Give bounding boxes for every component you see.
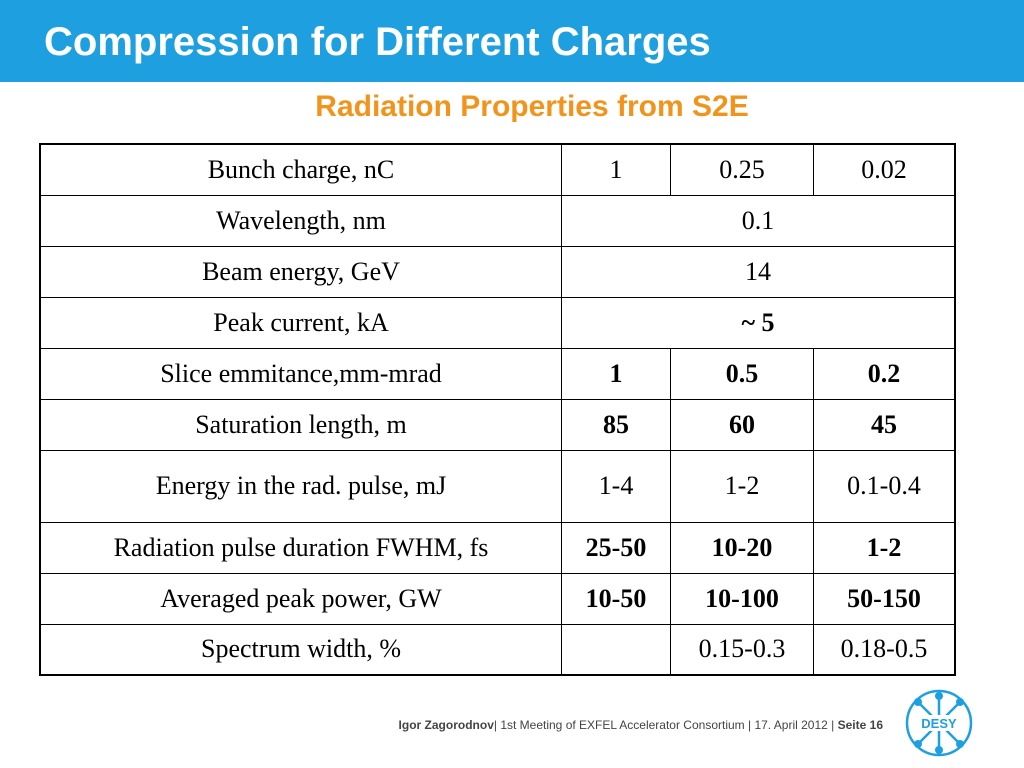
- table-row: Spectrum width, % 0.15-0.3 0.18-0.5: [39, 623, 956, 676]
- table-cell: 45: [813, 398, 956, 451]
- table-cell: 85: [561, 398, 671, 451]
- slide-title: Compression for Different Charges: [44, 20, 711, 64]
- title-bar: [0, 0, 1024, 82]
- row-label: Radiation pulse duration FWHM, fs: [39, 521, 562, 574]
- table-cell: 60: [670, 398, 814, 451]
- footer-author: Igor Zagorodnov: [398, 718, 494, 732]
- table-cell: 1-4: [561, 449, 671, 523]
- table-cell: 1-2: [813, 521, 956, 574]
- table-cell-empty: [561, 623, 671, 676]
- footer-page: Seite 16: [837, 718, 883, 732]
- row-label: Energy in the rad. pulse, mJ: [39, 449, 562, 523]
- table-cell: 0.02: [813, 143, 956, 196]
- table-cell: 1: [561, 143, 671, 196]
- table-cell: 0.2: [813, 347, 956, 400]
- logo-text: DESY: [921, 716, 957, 731]
- table-cell: 50-150: [813, 572, 956, 625]
- table-cell: 10-50: [561, 572, 671, 625]
- table-row: Averaged peak power, GW 10-50 10-100 50-…: [39, 572, 956, 625]
- table-cell-merged: ~ 5: [561, 296, 956, 349]
- row-label: Slice emmitance,mm-mrad: [39, 347, 562, 400]
- table-cell: 0.25: [670, 143, 814, 196]
- table-cell: 0.15-0.3: [670, 623, 814, 676]
- table-row: Peak current, kA ~ 5: [39, 296, 956, 349]
- table-row: Beam energy, GeV 14: [39, 245, 956, 298]
- table-row: Saturation length, m 85 60 45: [39, 398, 956, 451]
- table-row: Slice emmitance,mm-mrad 1 0.5 0.2: [39, 347, 956, 400]
- row-label: Spectrum width, %: [39, 623, 562, 676]
- table-cell: 10-100: [670, 572, 814, 625]
- table-cell: 0.1-0.4: [813, 449, 956, 523]
- table-row: Bunch charge, nC 1 0.25 0.02: [39, 143, 956, 196]
- table-cell: 1-2: [670, 449, 814, 523]
- table-cell-merged: 14: [561, 245, 956, 298]
- radiation-properties-table: Bunch charge, nC 1 0.25 0.02 Wavelength,…: [39, 143, 956, 676]
- slide-subtitle: Radiation Properties from S2E: [315, 90, 749, 123]
- row-label: Bunch charge, nC: [39, 143, 562, 196]
- table-cell: 25-50: [561, 521, 671, 574]
- table-cell: 10-20: [670, 521, 814, 574]
- footer: Igor Zagorodnov| 1st Meeting of EXFEL Ac…: [0, 718, 883, 732]
- footer-meeting: | 1st Meeting of EXFEL Accelerator Conso…: [493, 718, 838, 732]
- table-cell: 0.5: [670, 347, 814, 400]
- table-cell: 0.18-0.5: [813, 623, 956, 676]
- table-row: Wavelength, nm 0.1: [39, 194, 956, 247]
- table-row: Energy in the rad. pulse, mJ 1-4 1-2 0.1…: [39, 449, 956, 523]
- desy-logo-icon: DESY: [904, 688, 974, 758]
- table-cell: 1: [561, 347, 671, 400]
- row-label: Saturation length, m: [39, 398, 562, 451]
- row-label: Beam energy, GeV: [39, 245, 562, 298]
- row-label: Peak current, kA: [39, 296, 562, 349]
- table-cell-merged: 0.1: [561, 194, 956, 247]
- row-label: Averaged peak power, GW: [39, 572, 562, 625]
- table-row: Radiation pulse duration FWHM, fs 25-50 …: [39, 521, 956, 574]
- row-label: Wavelength, nm: [39, 194, 562, 247]
